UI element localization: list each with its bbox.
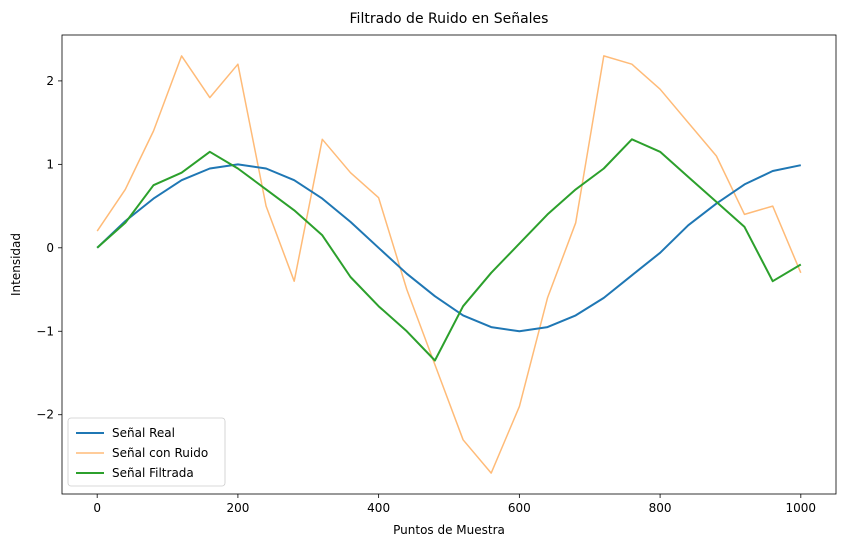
legend-label-1: Señal con Ruido: [112, 446, 208, 460]
y-tick-label: 2: [46, 74, 54, 88]
series-layer: [96, 55, 802, 474]
x-tick-label: 0: [93, 501, 101, 515]
x-tick-label: 200: [226, 501, 249, 515]
legend: Señal Real Señal con Ruido Señal Filtrada: [67, 417, 226, 487]
x-tick-label: 400: [367, 501, 390, 515]
y-tick-label: −1: [36, 324, 54, 338]
x-tick-label: 800: [649, 501, 672, 515]
x-axis-ticks: 0 200 400 600 800 1000: [93, 494, 816, 515]
plot-frame: [61, 34, 837, 495]
y-tick-label: 0: [46, 241, 54, 255]
series-line-0: [96, 163, 802, 333]
legend-frame: [67, 417, 226, 487]
series-line-2: [96, 138, 802, 362]
legend-label-2: Señal Filtrada: [112, 466, 194, 480]
series-line-1: [96, 55, 802, 474]
y-tick-label: 1: [46, 157, 54, 171]
y-axis-title: Intensidad: [9, 233, 23, 296]
legend-label-0: Señal Real: [112, 426, 175, 440]
y-axis-ticks: −2 −1 0 1 2: [36, 74, 62, 422]
x-tick-label: 600: [508, 501, 531, 515]
plot-area: [62, 35, 836, 494]
y-tick-label: −2: [36, 408, 54, 422]
x-axis-title: Puntos de Muestra: [393, 523, 505, 537]
x-tick-label: 1000: [786, 501, 817, 515]
chart-title: Filtrado de Ruido en Señales: [350, 11, 549, 27]
